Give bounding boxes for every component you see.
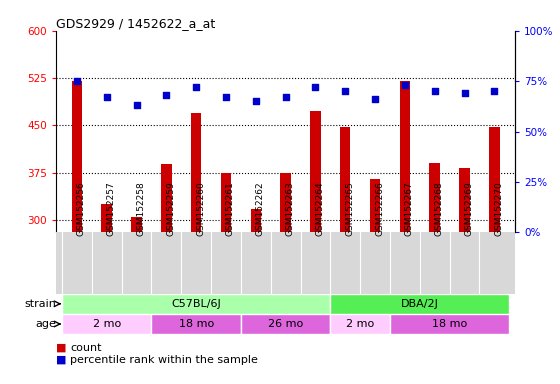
Text: GSM152269: GSM152269 bbox=[464, 181, 474, 235]
Text: GSM152263: GSM152263 bbox=[286, 181, 295, 235]
Point bbox=[102, 94, 111, 100]
Text: ■: ■ bbox=[56, 355, 67, 365]
Text: GSM152268: GSM152268 bbox=[435, 181, 444, 235]
Point bbox=[371, 96, 380, 103]
Text: GDS2929 / 1452622_a_at: GDS2929 / 1452622_a_at bbox=[56, 17, 215, 30]
Text: GSM152262: GSM152262 bbox=[256, 181, 265, 235]
Text: percentile rank within the sample: percentile rank within the sample bbox=[70, 355, 258, 365]
Bar bbox=[390, 314, 509, 334]
Bar bbox=[131, 217, 142, 232]
Bar bbox=[72, 81, 82, 232]
Bar bbox=[489, 127, 500, 232]
Point bbox=[132, 102, 141, 108]
Bar bbox=[101, 204, 112, 232]
Text: GSM152264: GSM152264 bbox=[315, 181, 324, 235]
Point bbox=[460, 90, 469, 96]
Bar bbox=[281, 172, 291, 232]
Bar bbox=[430, 163, 440, 232]
Point bbox=[72, 78, 81, 84]
Bar bbox=[459, 168, 470, 232]
Text: GSM152265: GSM152265 bbox=[345, 181, 354, 235]
Text: 2 mo: 2 mo bbox=[92, 319, 121, 329]
Text: 18 mo: 18 mo bbox=[432, 319, 467, 329]
Point bbox=[430, 88, 439, 94]
Bar bbox=[330, 314, 390, 334]
Point bbox=[162, 92, 171, 98]
Text: DBA/2J: DBA/2J bbox=[401, 299, 438, 309]
Text: C57BL/6J: C57BL/6J bbox=[171, 299, 221, 309]
Bar bbox=[250, 209, 261, 232]
Bar bbox=[330, 294, 509, 314]
Text: GSM152259: GSM152259 bbox=[166, 181, 175, 235]
Bar bbox=[400, 81, 410, 232]
Text: 26 mo: 26 mo bbox=[268, 319, 303, 329]
Point bbox=[281, 94, 290, 100]
Bar bbox=[151, 314, 241, 334]
Bar bbox=[241, 314, 330, 334]
Point bbox=[192, 84, 200, 90]
Text: count: count bbox=[70, 343, 101, 353]
Bar bbox=[191, 113, 202, 232]
Text: GSM152266: GSM152266 bbox=[375, 181, 384, 235]
Text: GSM152267: GSM152267 bbox=[405, 181, 414, 235]
Text: strain: strain bbox=[25, 299, 57, 309]
Bar bbox=[62, 314, 151, 334]
Text: GSM152257: GSM152257 bbox=[107, 181, 116, 235]
Text: 18 mo: 18 mo bbox=[179, 319, 214, 329]
Text: ■: ■ bbox=[56, 343, 67, 353]
Point bbox=[400, 82, 409, 88]
Text: GSM152260: GSM152260 bbox=[196, 181, 205, 235]
Point bbox=[251, 98, 260, 104]
Bar bbox=[221, 172, 231, 232]
Text: age: age bbox=[36, 319, 57, 329]
Bar bbox=[340, 127, 351, 232]
Bar bbox=[370, 179, 380, 232]
Bar bbox=[310, 111, 321, 232]
Bar bbox=[161, 164, 171, 232]
Point bbox=[222, 94, 231, 100]
Bar bbox=[62, 294, 330, 314]
Point bbox=[490, 88, 499, 94]
Text: 2 mo: 2 mo bbox=[346, 319, 374, 329]
Point bbox=[340, 88, 349, 94]
Text: GSM152258: GSM152258 bbox=[137, 181, 146, 235]
Text: GSM152270: GSM152270 bbox=[494, 181, 503, 235]
Text: GSM152261: GSM152261 bbox=[226, 181, 235, 235]
Point bbox=[311, 84, 320, 90]
Text: GSM152256: GSM152256 bbox=[77, 181, 86, 235]
